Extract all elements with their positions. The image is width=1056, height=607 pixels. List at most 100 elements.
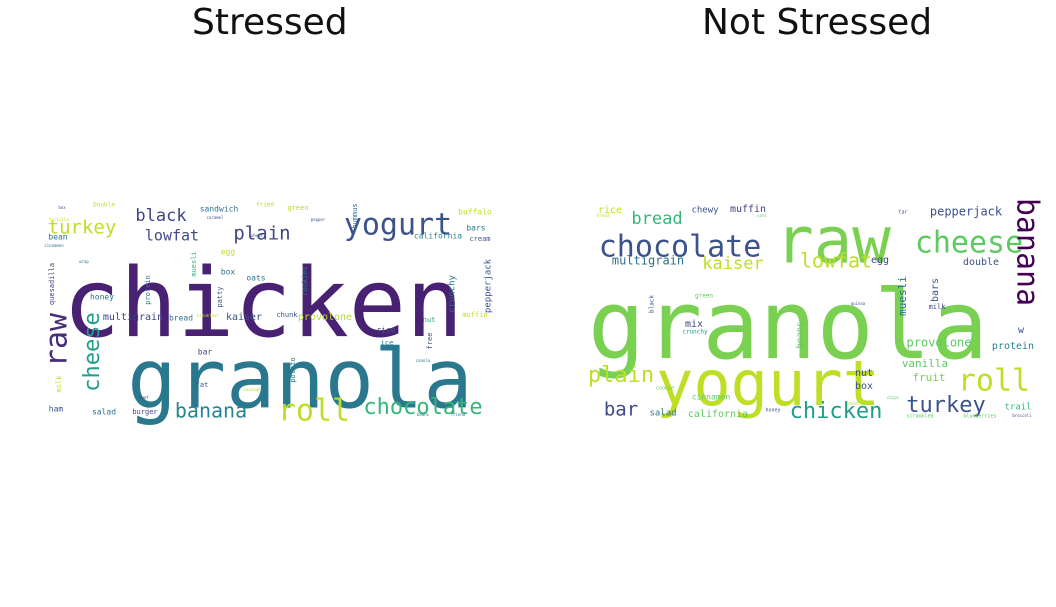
not-stressed-word-scrambled: scrambled bbox=[906, 414, 933, 420]
stressed-word-fried: fried bbox=[256, 202, 274, 209]
stressed-word-turkey: turkey bbox=[48, 217, 117, 239]
stressed-title: Stressed bbox=[192, 2, 348, 43]
stressed-word-granola: granola bbox=[127, 332, 473, 427]
not-stressed-word-yogurt: yogurt bbox=[656, 347, 880, 420]
not-stressed-word-w: w bbox=[1018, 325, 1025, 336]
stressed-word-canola: canola bbox=[416, 358, 431, 363]
stressed-word-bean: bean bbox=[48, 233, 67, 242]
not-stressed-word-bars: bars bbox=[930, 278, 941, 302]
stressed-word-protein: protein bbox=[144, 275, 152, 305]
stressed-word-bars: bars bbox=[466, 224, 485, 233]
not-stressed-word-fruit: fruit bbox=[912, 371, 945, 384]
not-stressed-word-lowfat: lowfat bbox=[800, 249, 872, 273]
not-stressed-word-trail: trail bbox=[1004, 403, 1031, 413]
stressed-word-yogurt: yogurt bbox=[344, 208, 452, 243]
stressed-word-salad: salad bbox=[92, 408, 116, 417]
stressed-word-buffalo: buffalo bbox=[458, 208, 492, 217]
stressed-word-cream: cream bbox=[469, 235, 490, 243]
not-stressed-word-multigrain: multigrain bbox=[612, 254, 684, 268]
stressed-word-banana: banana bbox=[175, 399, 247, 423]
not-stressed-title: Not Stressed bbox=[702, 2, 933, 43]
stressed-word-sausage: sausage bbox=[244, 387, 261, 392]
not-stressed-word-crunchy: crunchy bbox=[682, 329, 708, 336]
not-stressed-word-chips: chips bbox=[887, 395, 900, 400]
not-stressed-word-green: green bbox=[695, 293, 713, 300]
stressed-word-sandwich: sandwich bbox=[200, 205, 239, 214]
not-stressed-word-cheese: cheese bbox=[915, 226, 1023, 261]
stressed-word-patty: patty bbox=[216, 286, 224, 307]
stressed-word-green: green bbox=[287, 204, 308, 212]
not-stressed-word-blueberries: blueberries bbox=[963, 414, 996, 420]
stressed-word-pepperjack: pepperjack bbox=[484, 258, 494, 313]
stressed-word-egg: egg bbox=[221, 248, 236, 257]
not-stressed-word-protein: protein bbox=[992, 341, 1034, 352]
stressed-word-provolone: provolone bbox=[298, 312, 352, 323]
stressed-word-breakfast: breakfast bbox=[197, 313, 219, 318]
not-stressed-word-cheerios: cheerios bbox=[847, 401, 867, 406]
not-stressed-word-milk: milk bbox=[929, 303, 947, 311]
stressed-word-lowfat: lowfat bbox=[145, 227, 199, 245]
stressed-word-wheat: wheat bbox=[251, 233, 264, 238]
not-stressed-word-nut: nut bbox=[855, 368, 873, 379]
stressed-word-chocolate: chocolate bbox=[363, 395, 482, 420]
stressed-word-potato: potato bbox=[289, 357, 297, 382]
stressed-word-milk: milk bbox=[55, 375, 63, 393]
not-stressed-word-provolone: provolone bbox=[906, 336, 971, 350]
stressed-word-chicken: chicken bbox=[63, 249, 463, 359]
not-stressed-word-muffin: muffin bbox=[730, 204, 766, 215]
stressed-word-black: black bbox=[135, 206, 186, 226]
not-stressed-word-vanilla: vanilla bbox=[902, 357, 948, 370]
stressed-word-free: free bbox=[426, 333, 434, 350]
stressed-word-box: box bbox=[58, 205, 66, 210]
not-stressed-word-bread: bread bbox=[631, 209, 682, 229]
stressed-word-crunchy: crunchy bbox=[448, 274, 458, 313]
not-stressed-word-box: box bbox=[855, 381, 873, 392]
not-stressed-word-chocolate: chocolate bbox=[599, 230, 762, 265]
not-stressed-word-black: black bbox=[649, 295, 656, 313]
stressed-word-Double: Double bbox=[93, 202, 115, 209]
stressed-word-pepper: pepper bbox=[311, 217, 326, 222]
not-stressed-word-quinoa: quinoa bbox=[851, 301, 866, 306]
stressed-word-beef: beef bbox=[139, 395, 149, 400]
not-stressed-word-pepperjack: pepperjack bbox=[930, 205, 1003, 219]
not-stressed-word-honey: honey bbox=[765, 408, 780, 414]
stressed-word-nut: nut bbox=[423, 316, 436, 324]
not-stressed-word-chewy: chewy bbox=[691, 206, 719, 216]
stressed-word-bread: bread bbox=[169, 314, 193, 323]
not-stressed-word-cookie: cookie bbox=[656, 386, 674, 392]
not-stressed-word-mix: mix bbox=[685, 319, 703, 330]
not-stressed-word-banana: banana bbox=[1010, 198, 1045, 306]
stressed-word-chunk: chunk bbox=[276, 311, 298, 319]
not-stressed-word-raw: raw bbox=[775, 205, 891, 279]
stressed-word-ham: ham bbox=[49, 405, 64, 414]
stressed-word-roll: roll bbox=[278, 394, 350, 429]
stressed-word-california: california bbox=[414, 232, 462, 241]
stressed-word-rice: rice bbox=[376, 326, 395, 335]
stressed-word-cinnamon: cinnamon bbox=[44, 243, 64, 248]
not-stressed-word-egg: egg bbox=[871, 255, 889, 266]
stressed-word-oats: oats bbox=[246, 274, 265, 283]
not-stressed-word-oats: oats bbox=[757, 213, 767, 218]
stressed-word-muesli: muesli bbox=[190, 251, 198, 276]
stressed-word-hummus: hummus bbox=[351, 203, 359, 228]
stressed-word-kaiser: kaiser bbox=[226, 312, 262, 323]
stressed-word-wrap: wrap bbox=[79, 259, 89, 264]
not-stressed-word-plain: plain bbox=[588, 363, 654, 388]
not-stressed-word-tar: tar bbox=[898, 210, 907, 216]
stressed-word-cheese: cheese bbox=[80, 312, 105, 391]
not-stressed-word-salad: salad bbox=[649, 409, 676, 419]
stressed-word-bar: bar bbox=[198, 348, 213, 357]
not-stressed-word-muesli: muesli bbox=[896, 276, 909, 316]
stressed-word-caramel: caramel bbox=[207, 215, 224, 220]
not-stressed-word-cinnamon: cinnamon bbox=[692, 393, 731, 402]
stressed-word-tortilla: tortilla bbox=[49, 217, 69, 222]
stressed-word-raw: raw bbox=[40, 312, 75, 367]
not-stressed-word-california: california bbox=[688, 409, 748, 420]
stressed-word-cookies: cookies bbox=[301, 266, 309, 296]
not-stressed-word-kaiser: kaiser bbox=[702, 254, 763, 274]
not-stressed-word-bar: bar bbox=[604, 399, 638, 421]
stressed-word-plain: plain bbox=[233, 223, 290, 245]
stressed-word-quesadilla: quesadilla bbox=[48, 263, 56, 305]
